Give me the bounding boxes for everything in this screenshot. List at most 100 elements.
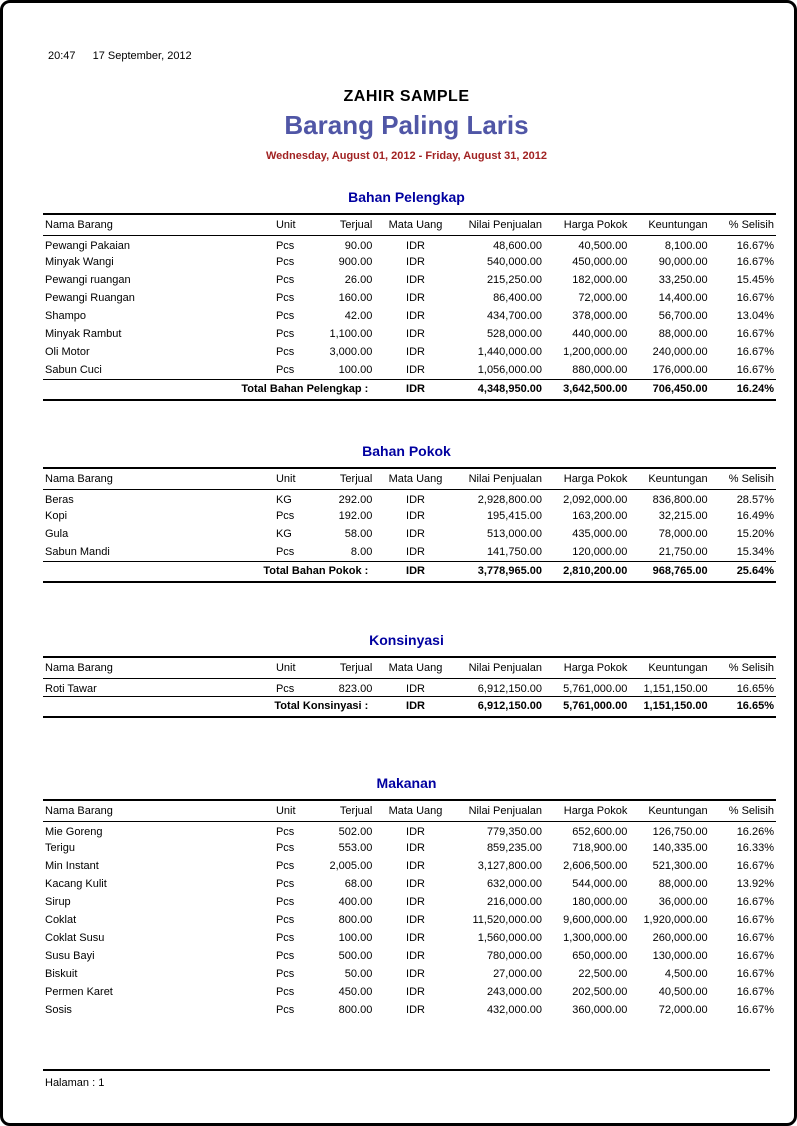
cell-harga-pokok: 120,000.00 [572, 545, 628, 558]
cell-harga-pokok: 182,000.00 [572, 274, 628, 286]
cell-selisih: 13.92% [736, 878, 774, 890]
table-row: Gula KG 58.00 IDR 513,000.00 435,000.00 78,000… [43, 525, 776, 543]
cell-mata-uang: IDR [406, 528, 425, 540]
cell-nama-barang: Terigu [45, 842, 75, 854]
cell-keuntungan: 130,000.00 [652, 950, 708, 962]
total-keuntungan: 968,765.00 [629, 560, 710, 583]
table-row: Sirup Pcs 400.00 IDR 216,000.00 180,000.00 36,… [43, 893, 776, 911]
section-heading: Makanan [376, 775, 437, 791]
table-head: Nama Barang Unit Terjual Mata Uang Nilai Pen… [43, 799, 776, 822]
table-row: Beras KG 292.00 IDR 2,928,800.00 2,092,000.00… [43, 489, 776, 507]
column-header-harga-pokok: Harga Pokok [544, 467, 630, 490]
cell-harga-pokok: 360,000.00 [572, 1004, 628, 1016]
section-heading: Bahan Pelengkap [348, 189, 465, 205]
cell-unit: Pcs [275, 292, 295, 304]
cell-selisih: 16.67% [736, 363, 774, 376]
cell-keuntungan: 14,400.00 [658, 292, 708, 304]
cell-terjual: 50.00 [344, 968, 373, 980]
cell-unit: Pcs [275, 825, 295, 838]
cell-nilai-penjualan: 216,000.00 [486, 896, 542, 908]
cell-selisih: 16.26% [736, 825, 774, 838]
cell-mata-uang: IDR [406, 274, 425, 286]
cell-nama-barang: Pewangi ruangan [45, 274, 131, 286]
table-row: Sabun Mandi Pcs 8.00 IDR 141,750.00 120,000.0… [43, 543, 776, 561]
cell-selisih: 16.67% [736, 950, 774, 962]
table-row: Biskuit Pcs 50.00 IDR 27,000.00 22,500.00 4,50… [43, 965, 776, 983]
column-header-unit: Unit [273, 656, 323, 679]
print-meta: 20:47 17 September, 2012 [43, 50, 770, 62]
total-currency: IDR [374, 695, 457, 718]
cell-mata-uang: IDR [406, 878, 425, 890]
print-time: 20:47 [48, 50, 76, 62]
data-table: Nama Barang Unit Terjual Mata Uang Nilai Pen… [43, 213, 776, 401]
table-foot: Total Bahan Pelengkap : IDR 4,348,950.00 3,… [43, 378, 776, 401]
header-row: Nama Barang Unit Terjual Mata Uang Nilai Pen… [43, 467, 776, 490]
cell-unit: Pcs [275, 510, 295, 522]
cell-unit: Pcs [275, 310, 295, 322]
cell-unit: Pcs [275, 968, 295, 980]
cell-terjual: 400.00 [338, 896, 373, 908]
cell-unit: Pcs [275, 914, 295, 926]
cell-mata-uang: IDR [406, 310, 425, 322]
cell-unit: KG [275, 493, 292, 506]
cell-terjual: 100.00 [338, 363, 373, 376]
column-header-terjual: Terjual [322, 656, 375, 679]
column-header-terjual: Terjual [322, 467, 375, 490]
cell-unit: Pcs [275, 860, 295, 872]
cell-harga-pokok: 378,000.00 [572, 310, 628, 322]
total-harga-pokok: 2,810,200.00 [544, 560, 630, 583]
page-footer: Halaman : 1 [43, 1069, 770, 1089]
cell-nilai-penjualan: 27,000.00 [493, 968, 542, 980]
column-header-mata-uang: Mata Uang [374, 799, 457, 822]
column-header-unit: Unit [273, 213, 323, 236]
total-label: Total Bahan Pokok : [43, 560, 375, 583]
column-header-mata-uang: Mata Uang [374, 656, 457, 679]
cell-harga-pokok: 544,000.00 [572, 878, 628, 890]
cell-harga-pokok: 1,300,000.00 [563, 932, 628, 944]
table-row: Oli Motor Pcs 3,000.00 IDR 1,440,000.00 1,200… [43, 343, 776, 361]
footer-divider [43, 1069, 770, 1071]
cell-nama-barang: Min Instant [45, 860, 99, 872]
cell-mata-uang: IDR [406, 545, 425, 558]
column-header-nama-barang: Nama Barang [43, 467, 274, 490]
cell-terjual: 192.00 [338, 510, 373, 522]
cell-keuntungan: 72,000.00 [658, 1004, 708, 1016]
cell-nama-barang: Mie Goreng [45, 825, 103, 838]
table-head: Nama Barang Unit Terjual Mata Uang Nilai Pen… [43, 467, 776, 490]
cell-mata-uang: IDR [406, 825, 425, 838]
column-header-selisih: % Selisih [709, 656, 776, 679]
cell-selisih: 16.67% [736, 896, 774, 908]
table-row: Susu Bayi Pcs 500.00 IDR 780,000.00 650,000.0… [43, 947, 776, 965]
cell-terjual: 160.00 [338, 292, 373, 304]
cell-nilai-penjualan: 1,560,000.00 [477, 932, 542, 944]
cell-nama-barang: Pewangi Pakaian [45, 239, 131, 252]
header-row: Nama Barang Unit Terjual Mata Uang Nilai Pen… [43, 213, 776, 236]
report-sections: Bahan Pelengkap Nama Barang Unit Terjual Mat… [43, 189, 776, 1019]
cell-nama-barang: Sabun Mandi [45, 545, 110, 558]
cell-terjual: 500.00 [338, 950, 373, 962]
report-section: Bahan Pokok Nama Barang Unit Terjual Mata Ua… [43, 443, 776, 583]
total-nilai-penjualan: 3,778,965.00 [456, 560, 544, 583]
header-row: Nama Barang Unit Terjual Mata Uang Nilai Pen… [43, 656, 776, 679]
total-row: Total Bahan Pelengkap : IDR 4,348,950.00 3,… [43, 378, 776, 401]
cell-harga-pokok: 40,500.00 [578, 239, 628, 252]
report-period: Wednesday, August 01, 2012 - Friday, Aug… [265, 150, 547, 162]
total-selisih: 16.24% [709, 378, 776, 401]
cell-keuntungan: 260,000.00 [652, 932, 708, 944]
column-header-unit: Unit [273, 799, 323, 822]
cell-selisih: 15.20% [736, 528, 774, 540]
cell-harga-pokok: 440,000.00 [572, 328, 628, 340]
cell-selisih: 16.67% [736, 346, 774, 358]
total-row: Total Bahan Pokok : IDR 3,778,965.00 2,810,… [43, 560, 776, 583]
cell-mata-uang: IDR [406, 986, 425, 998]
report-title: Barang Paling Laris [284, 110, 529, 140]
cell-keuntungan: 36,000.00 [658, 896, 708, 908]
cell-nama-barang: Gula [45, 528, 69, 540]
header-row: Nama Barang Unit Terjual Mata Uang Nilai Pen… [43, 799, 776, 822]
table-row: Kopi Pcs 192.00 IDR 195,415.00 163,200.00 32,2… [43, 507, 776, 525]
column-header-harga-pokok: Harga Pokok [544, 656, 630, 679]
cell-harga-pokok: 163,200.00 [572, 510, 628, 522]
cell-nilai-penjualan: 215,250.00 [486, 274, 542, 286]
cell-selisih: 28.57% [736, 493, 774, 506]
table-body: Beras KG 292.00 IDR 2,928,800.00 2,092,000.00… [43, 489, 776, 561]
